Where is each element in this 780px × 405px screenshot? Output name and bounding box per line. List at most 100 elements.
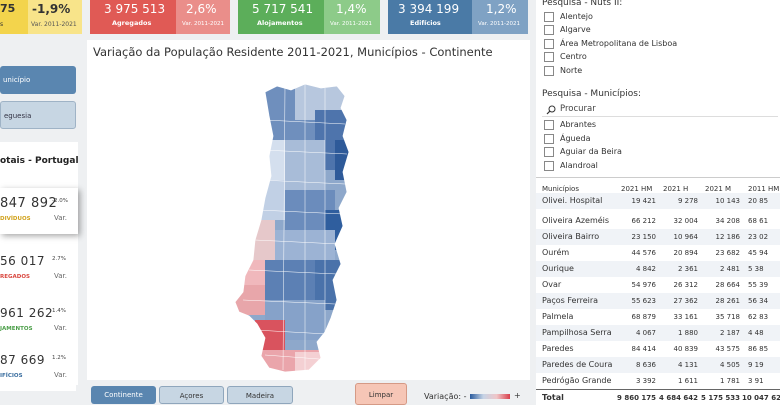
nuts-checkbox-algarve[interactable]: [544, 25, 554, 35]
stat-agregados-var: Var.: [54, 272, 67, 280]
cell-2021-m: 1 781: [719, 377, 740, 385]
portugal-municipios-map[interactable]: [225, 80, 365, 380]
table-header-2021-h[interactable]: 2021 H: [663, 185, 689, 193]
stat-individuos-label: DIVÍDUOS: [0, 216, 31, 222]
kpi-agregados-value: 3 975 513: [104, 2, 166, 16]
totais-title: otais - Portugal: [0, 156, 79, 166]
stat-agregados-pct: 2.7%: [52, 256, 66, 262]
cell-2021-hm: 19 421: [631, 197, 657, 205]
cell-2021-m: 28 664: [715, 281, 741, 289]
stat-edificios-label: IFÍCIOS: [0, 373, 23, 379]
kpi-individuos-value: 75: [0, 2, 16, 15]
nuts-checkbox-lisboa[interactable]: [544, 39, 554, 49]
legend-plus: +: [514, 391, 521, 400]
table-divider: [536, 177, 780, 178]
cell-municipio: Ourém: [542, 248, 570, 257]
cell-2021-m: 2 481: [719, 265, 740, 273]
cell-2021-h: 10 964: [673, 233, 699, 241]
table-row[interactable]: Pampilhosa Serra 4 067 1 880 2 187 4 48: [536, 325, 780, 341]
cell-2011-hm: 20 85: [748, 197, 769, 205]
table-row[interactable]: Paredes de Coura 8 636 4 131 4 505 9 19: [536, 357, 780, 373]
nuts-checkbox-norte[interactable]: [544, 66, 554, 76]
kpi-individuos-card: 75 s -1,9% Var. 2011-2021: [0, 0, 82, 34]
cell-2021-m: 34 208: [715, 217, 741, 225]
stat-individuos-var: Var.: [54, 214, 67, 222]
table-row[interactable]: Pedrógão Grande 3 392 1 611 1 781 3 91: [536, 373, 780, 389]
cell-2021-h: 1 880: [677, 329, 698, 337]
nuts-checkbox-centro[interactable]: [544, 52, 554, 62]
kpi-individuos-label: s: [0, 21, 4, 28]
table-row[interactable]: Paços Ferreira 55 623 27 362 28 261 56 34: [536, 293, 780, 309]
table-row[interactable]: Oliveira Azeméis 66 212 32 004 34 208 68 61: [536, 213, 780, 229]
municipios-search[interactable]: Procurar: [542, 104, 778, 117]
search-placeholder: Procurar: [560, 104, 596, 114]
mun-checkbox-abrantes[interactable]: [544, 120, 554, 130]
table-row[interactable]: Ourique 4 842 2 361 2 481 5 38: [536, 261, 780, 277]
cell-2021-m: 10 143: [715, 197, 741, 205]
table-row[interactable]: Paredes 84 414 40 839 43 575 86 85: [536, 341, 780, 357]
cell-2021-h: 26 312: [673, 281, 699, 289]
mun-label-alandroal: Alandroal: [560, 161, 598, 170]
cell-2011-hm: 56 34: [748, 297, 769, 305]
nuts-label-alentejo: Alentejo: [560, 12, 593, 21]
cell-2011-hm: 86 85: [748, 345, 769, 353]
kpi-edificios-pct-label: Var. 2011-2021: [478, 21, 520, 27]
stat-edificios-var: Var.: [54, 371, 67, 379]
cell-2021-m: 28 261: [715, 297, 741, 305]
kpi-individuos-pct-label: Var. 2011-2021: [31, 21, 77, 28]
kpi-edificios-label: Edifícios: [410, 19, 441, 27]
table-row[interactable]: Olivei. Hospital 19 421 9 278 10 143 20 85: [536, 193, 780, 209]
mun-checkbox-alandroal[interactable]: [544, 161, 554, 171]
kpi-alojamentos-value: 5 717 541: [252, 2, 314, 16]
total-2011-hm: 10 047 62: [742, 394, 780, 402]
stat-agregados: 56 017 REGADOS 2.7% Var.: [0, 246, 76, 292]
cell-2011-hm: 5 38: [748, 265, 764, 273]
table-header-2021-hm[interactable]: 2021 HM: [621, 185, 653, 193]
cell-2021-h: 32 004: [673, 217, 699, 225]
table-header-2011-hm[interactable]: 2011 HM: [748, 185, 780, 193]
kpi-agregados-label: Agregados: [112, 19, 152, 27]
stat-individuos-pct: -2.0%: [52, 198, 68, 204]
table-row[interactable]: Palmela 68 879 33 161 35 718 62 83: [536, 309, 780, 325]
nuts-label-centro: Centro: [560, 52, 587, 61]
nuts-label-algarve: Algarve: [560, 25, 591, 34]
stat-agregados-value: 56 017: [0, 254, 45, 268]
map-regions: [235, 84, 349, 372]
municipio-button[interactable]: unicípio: [0, 66, 76, 94]
freguesia-button[interactable]: eguesia: [0, 101, 76, 129]
cell-2021-h: 1 611: [677, 377, 698, 385]
mun-label-aguiar-da-beira: Aguiar da Beira: [560, 147, 622, 156]
cell-2021-hm: 4 842: [635, 265, 656, 273]
cell-2021-h: 9 278: [677, 197, 698, 205]
cell-2011-hm: 3 91: [748, 377, 764, 385]
table-row[interactable]: Ovar 54 976 26 312 28 664 55 39: [536, 277, 780, 293]
cell-2021-hm: 84 414: [631, 345, 657, 353]
cell-2021-hm: 23 150: [631, 233, 657, 241]
cell-2021-m: 43 575: [715, 345, 741, 353]
cell-2021-hm: 4 067: [635, 329, 656, 337]
stat-individuos-value: 847 892: [0, 196, 58, 211]
kpi-individuos-variation: -1,9% Var. 2011-2021: [28, 0, 82, 34]
table-row[interactable]: Oliveira Bairro 23 150 10 964 12 186 23 02: [536, 229, 780, 245]
stat-edificios: 87 669 IFÍCIOS 1.2% Var.: [0, 345, 76, 391]
cell-municipio: Pampilhosa Serra: [542, 328, 612, 337]
cell-2021-m: 2 187: [719, 329, 740, 337]
cell-2011-hm: 23 02: [748, 233, 769, 241]
municipios-slicer-title: Pesquisa - Municípios:: [542, 89, 641, 99]
stat-agregados-label: REGADOS: [0, 274, 30, 280]
table-header-2021-m[interactable]: 2021 M: [705, 185, 732, 193]
mun-checkbox-aguiar-da-beira[interactable]: [544, 147, 554, 157]
legend-gradient: [470, 394, 510, 399]
continente-button[interactable]: Continente: [91, 386, 156, 404]
map-title: Variação da População Residente 2011-202…: [93, 45, 493, 59]
table-row[interactable]: Ourém 44 576 20 894 23 682 45 94: [536, 245, 780, 261]
cell-2021-m: 23 682: [715, 249, 741, 257]
limpar-button[interactable]: Limpar: [355, 383, 407, 405]
table-header-municipios[interactable]: Municípios: [542, 185, 579, 193]
mun-checkbox-agueda[interactable]: [544, 134, 554, 144]
madeira-button[interactable]: Madeira: [227, 386, 293, 404]
cell-2021-hm: 3 392: [635, 377, 656, 385]
cell-2021-m: 4 505: [719, 361, 740, 369]
nuts-checkbox-alentejo[interactable]: [544, 12, 554, 22]
acores-button[interactable]: Açores: [159, 386, 224, 404]
